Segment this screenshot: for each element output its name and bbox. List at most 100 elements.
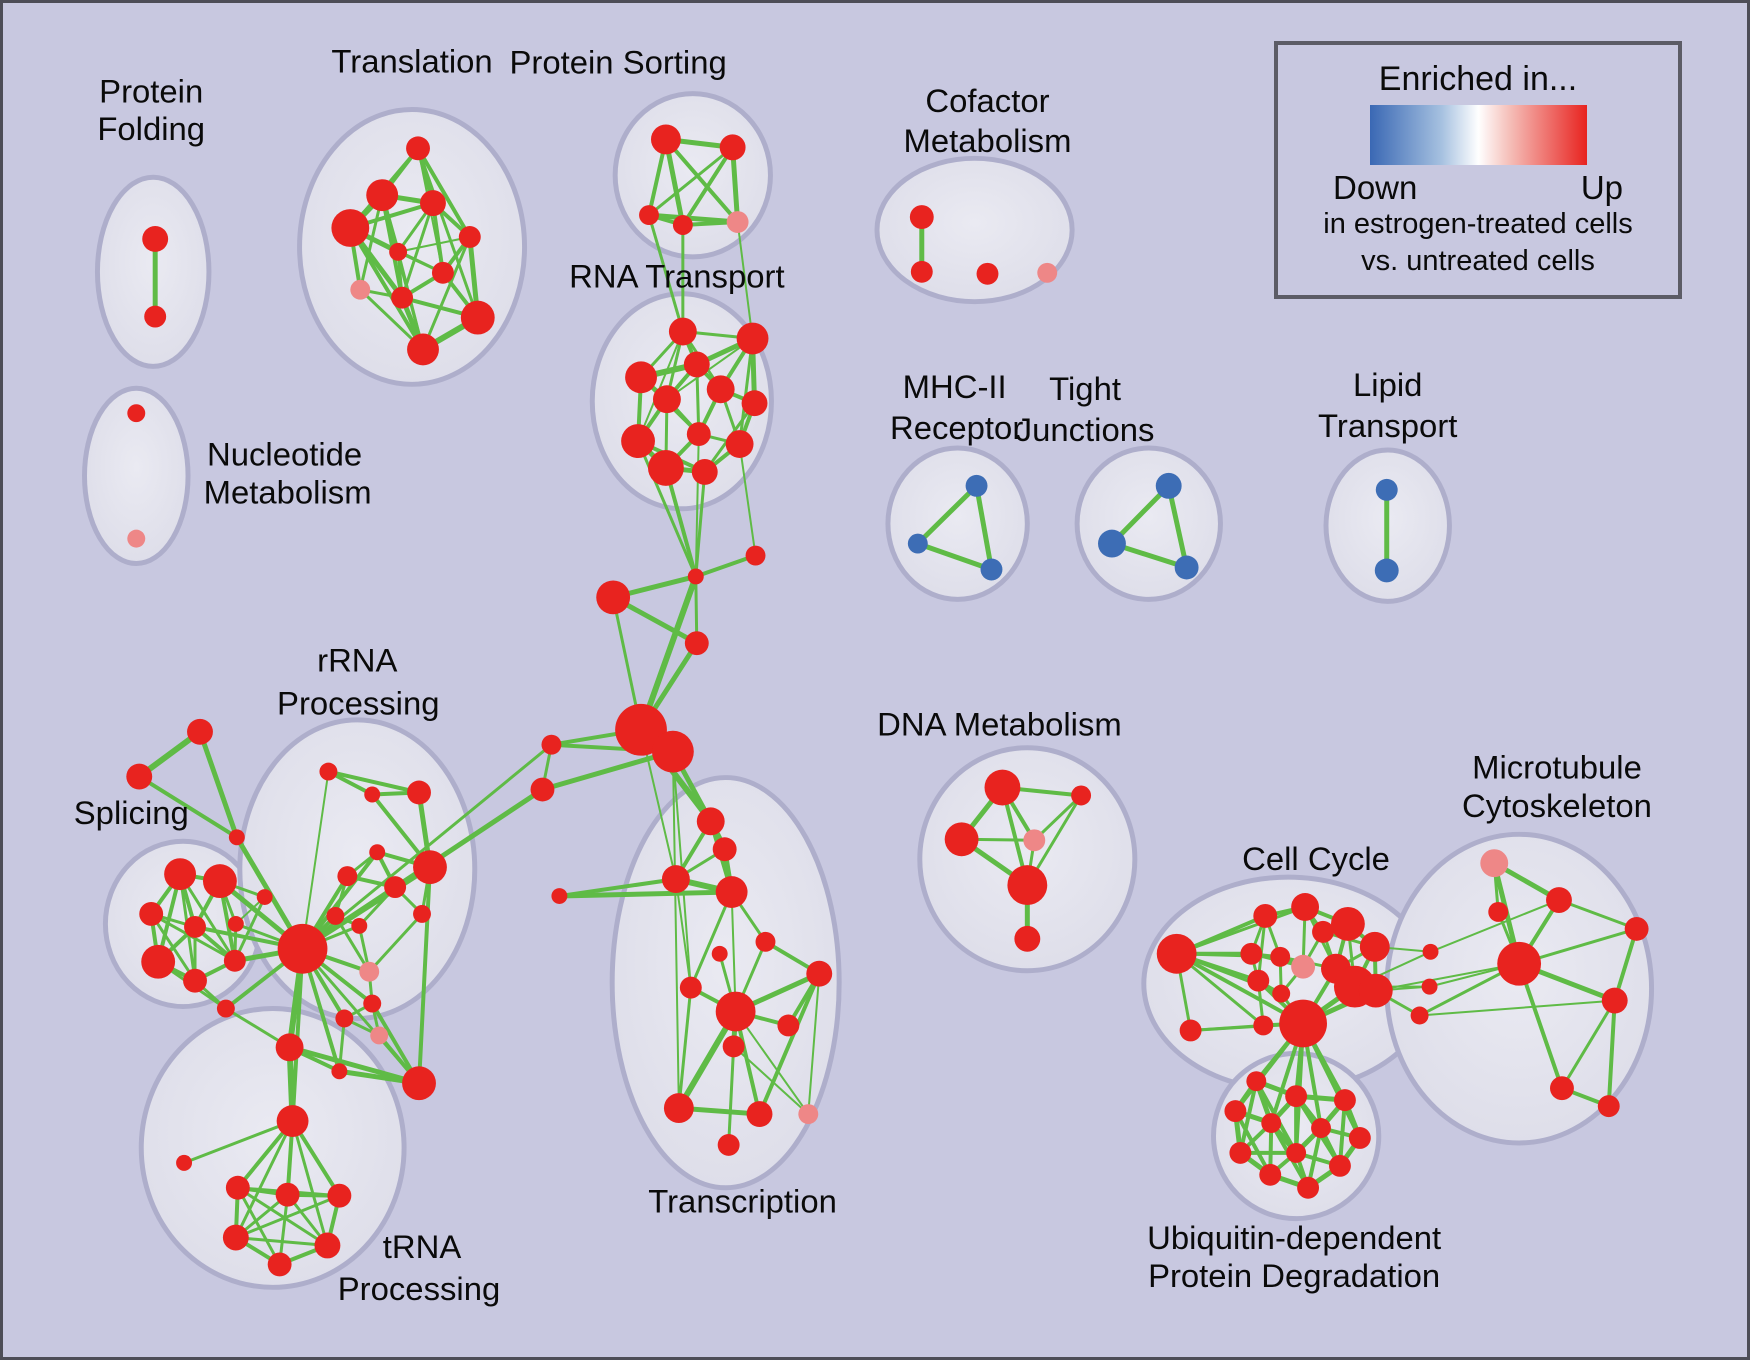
network-node-pink[interactable] <box>1023 829 1046 852</box>
network-node-red[interactable] <box>1421 978 1438 995</box>
network-node-red[interactable] <box>621 424 655 458</box>
network-node-red[interactable] <box>1285 1085 1308 1108</box>
network-node-pink[interactable] <box>127 529 146 548</box>
network-node-red[interactable] <box>1410 1006 1429 1025</box>
network-node-red[interactable] <box>639 205 659 226</box>
network-node-pink[interactable] <box>1037 262 1058 283</box>
network-node-red[interactable] <box>661 865 690 894</box>
network-node-red[interactable] <box>402 1066 436 1101</box>
network-node-red[interactable] <box>530 777 555 802</box>
network-node-red[interactable] <box>746 1101 773 1128</box>
network-node-red[interactable] <box>222 1224 249 1251</box>
network-node-red[interactable] <box>1014 925 1041 952</box>
network-node-red[interactable] <box>277 923 328 974</box>
network-node-red[interactable] <box>187 718 213 745</box>
network-node-red[interactable] <box>976 262 999 285</box>
network-node-red[interactable] <box>596 580 631 615</box>
network-node-red[interactable] <box>696 807 725 836</box>
network-node-red[interactable] <box>910 260 933 283</box>
network-node-red[interactable] <box>363 994 382 1013</box>
network-node-red[interactable] <box>384 876 407 899</box>
network-node-blue[interactable] <box>1374 558 1399 583</box>
network-node-pink[interactable] <box>370 1026 389 1045</box>
network-node-red[interactable] <box>1311 1118 1331 1138</box>
network-node-red[interactable] <box>1259 1163 1282 1186</box>
network-node-red[interactable] <box>164 858 197 891</box>
network-node-red[interactable] <box>1488 902 1509 922</box>
network-node-pink[interactable] <box>726 211 749 233</box>
network-node-red[interactable] <box>1272 984 1291 1003</box>
network-node-red[interactable] <box>615 703 667 756</box>
network-node-red[interactable] <box>420 190 446 217</box>
network-node-red[interactable] <box>755 931 776 952</box>
network-node-red[interactable] <box>651 730 694 773</box>
network-node-red[interactable] <box>314 1232 341 1259</box>
network-node-red[interactable] <box>326 906 345 925</box>
network-node-red[interactable] <box>335 1009 354 1028</box>
network-node-red[interactable] <box>184 915 206 938</box>
network-node-red[interactable] <box>1497 941 1542 986</box>
network-node-red[interactable] <box>683 351 710 378</box>
network-node-red[interactable] <box>551 888 568 905</box>
network-node-red[interactable] <box>1253 1015 1274 1036</box>
network-node-red[interactable] <box>1246 1071 1267 1092</box>
network-node-red[interactable] <box>1546 887 1572 913</box>
network-node-red[interactable] <box>777 1014 800 1037</box>
network-node-red[interactable] <box>139 902 164 926</box>
network-node-red[interactable] <box>413 850 447 885</box>
network-node-red[interactable] <box>331 209 370 247</box>
network-node-red[interactable] <box>319 762 338 781</box>
network-node-red[interactable] <box>223 949 246 972</box>
network-node-red[interactable] <box>1550 1076 1574 1101</box>
network-node-red[interactable] <box>944 822 979 857</box>
network-node-red[interactable] <box>1261 1113 1282 1133</box>
network-node-red[interactable] <box>648 450 684 486</box>
network-node-red[interactable] <box>406 136 430 161</box>
network-node-red[interactable] <box>331 1063 348 1080</box>
network-node-red[interactable] <box>1156 933 1197 974</box>
network-node-red[interactable] <box>1179 1019 1202 1042</box>
network-node-red[interactable] <box>127 404 146 423</box>
network-node-pink[interactable] <box>798 1104 819 1125</box>
network-node-red[interactable] <box>1312 920 1334 943</box>
network-node-red[interactable] <box>458 226 481 248</box>
network-node-red[interactable] <box>369 844 386 861</box>
network-node-red[interactable] <box>183 968 207 993</box>
network-node-red[interactable] <box>1624 916 1649 941</box>
network-node-red[interactable] <box>625 361 657 394</box>
network-node-red[interactable] <box>1297 1176 1320 1199</box>
network-node-red[interactable] <box>144 305 167 328</box>
network-node-red[interactable] <box>652 385 681 414</box>
network-node-red[interactable] <box>366 179 399 212</box>
network-node-red[interactable] <box>460 300 495 335</box>
network-node-red[interactable] <box>541 734 562 755</box>
network-node-red[interactable] <box>741 390 768 417</box>
network-node-red[interactable] <box>256 889 273 906</box>
network-node-red[interactable] <box>715 991 756 1032</box>
network-node-red[interactable] <box>719 134 746 161</box>
network-node-red[interactable] <box>431 261 454 284</box>
network-node-red[interactable] <box>1279 999 1327 1048</box>
network-node-blue[interactable] <box>1375 478 1398 501</box>
network-node-red[interactable] <box>1286 1142 1307 1163</box>
network-node-red[interactable] <box>806 960 833 987</box>
network-node-pink[interactable] <box>1291 954 1316 979</box>
network-node-red[interactable] <box>1358 973 1393 1008</box>
network-node-red[interactable] <box>176 1154 193 1171</box>
network-node-pink[interactable] <box>350 279 371 300</box>
network-node-red[interactable] <box>1291 893 1320 921</box>
network-node-red[interactable] <box>275 1033 304 1062</box>
network-node-red[interactable] <box>650 124 681 155</box>
network-node-red[interactable] <box>1422 943 1439 960</box>
network-node-red[interactable] <box>686 422 711 447</box>
network-node-red[interactable] <box>1229 1141 1252 1164</box>
network-node-red[interactable] <box>276 1105 309 1137</box>
network-node-red[interactable] <box>225 1175 250 1200</box>
network-node-red[interactable] <box>389 242 408 261</box>
network-node-red[interactable] <box>413 905 431 923</box>
network-node-red[interactable] <box>1071 785 1092 806</box>
network-node-red[interactable] <box>1240 942 1263 965</box>
network-node-red[interactable] <box>712 837 737 862</box>
network-node-red[interactable] <box>691 458 718 485</box>
network-node-red[interactable] <box>1270 946 1291 967</box>
